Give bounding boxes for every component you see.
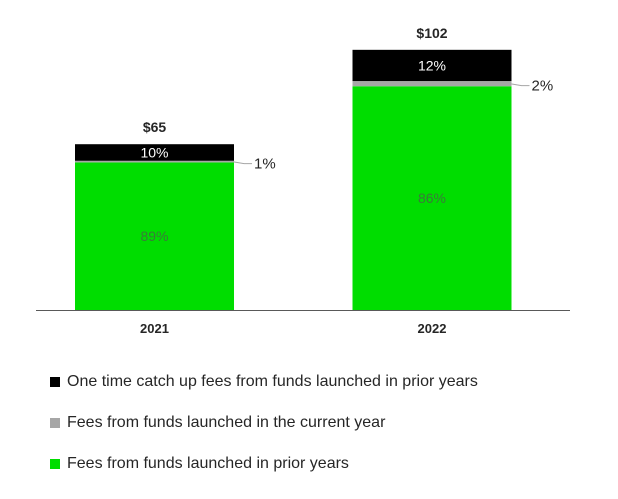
segment-label-2021-current-year: 1% <box>254 156 276 173</box>
x-tick-label-2021: 2021 <box>140 321 169 336</box>
legend-item-current-year-fees: Fees from funds launched in the current … <box>50 413 478 433</box>
segment-label-2022-prior-years: 86% <box>418 190 446 206</box>
bar-segment-2022-series-0 <box>352 86 512 311</box>
bar-segment-2021-series-1 <box>75 160 234 163</box>
legend-label-catch-up-fees: One time catch up fees from funds launch… <box>67 373 478 390</box>
bar-segment-2022-series-1 <box>352 81 512 87</box>
stacked-bar-chart: 89% 10% 1% $65 2021 86% 12% 2% $102 2022 <box>36 25 570 336</box>
legend-item-prior-years-fees: Fees from funds launched in prior years <box>50 454 478 474</box>
segment-label-2021-catch-up: 10% <box>140 144 168 160</box>
x-tick-label-2022: 2022 <box>418 321 447 336</box>
legend-swatch-prior-years-fees <box>50 459 60 469</box>
legend: One time catch up fees from funds launch… <box>50 372 478 495</box>
segment-label-2022-catch-up: 12% <box>418 57 446 73</box>
legend-swatch-current-year-fees <box>50 418 60 428</box>
bar-segment-2021-series-0 <box>75 162 234 310</box>
bar-segment-2022-series-2 <box>352 49 512 82</box>
bar-segment-2021-series-2 <box>75 144 234 161</box>
legend-swatch-catch-up-fees <box>50 377 60 387</box>
segment-label-2021-prior-years: 89% <box>140 228 168 244</box>
legend-label-prior-years-fees: Fees from funds launched in prior years <box>67 455 349 472</box>
leader-line-2022 <box>509 83 530 87</box>
total-label-2021: $65 <box>143 119 167 135</box>
legend-label-current-year-fees: Fees from funds launched in the current … <box>67 414 386 431</box>
total-label-2022: $102 <box>416 25 447 41</box>
leader-line-2021 <box>231 161 252 165</box>
segment-label-2022-current-year: 2% <box>532 78 554 95</box>
legend-item-catch-up-fees: One time catch up fees from funds launch… <box>50 372 478 392</box>
